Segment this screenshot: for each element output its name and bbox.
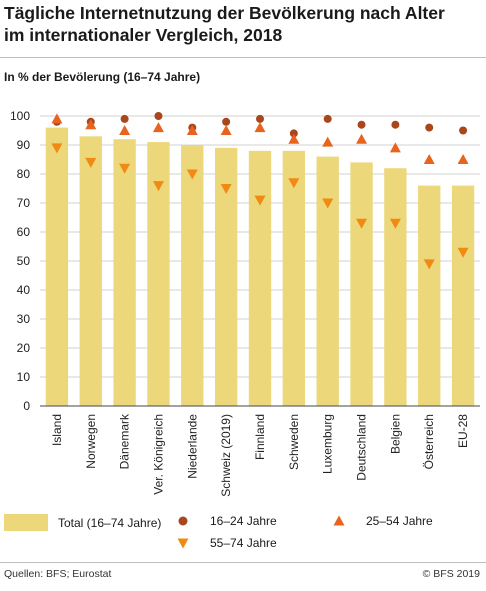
y-tick-label: 0 [23,399,30,413]
x-tick-label: Schweiz (2019) [219,414,233,497]
marker-55-74 [85,157,97,168]
legend-label-55-74: 55–74 Jahre [210,536,277,550]
chart-title-line-1: Tägliche Internetnutzung der Bevölkerung… [4,3,445,23]
marker-25-54 [288,133,300,144]
marker-25-54 [389,142,401,153]
marker-25-54 [85,119,97,130]
legend-label-16-24: 16–24 Jahre [210,514,277,528]
y-tick-label: 100 [10,109,30,123]
bar-total [248,150,272,406]
y-tick-label: 60 [17,225,31,239]
marker-55-74 [457,247,469,258]
marker-55-74 [119,163,131,174]
bar-total [147,142,170,406]
marker-16-24 [289,129,298,138]
x-tick-label: Belgien [388,414,402,454]
x-tick-label: Norwegen [84,414,98,469]
source-note: Quellen: BFS; Eurostat [4,568,112,580]
bar-total [316,156,339,406]
marker-25-54 [356,133,368,144]
y-tick-label: 70 [17,196,31,210]
chart-title: Tägliche Internetnutzung der Bevölkerung… [4,2,482,46]
footer-divider [0,562,486,563]
legend-label-25-54: 25–54 Jahre [366,514,433,528]
marker-55-74 [288,178,300,189]
x-tick-label: Island [50,414,64,446]
marker-25-54 [119,125,131,135]
marker-16-24 [222,117,231,126]
bar-total [113,139,136,406]
marker-55-74 [220,184,232,194]
marker-16-24 [154,112,163,120]
legend-label-total: Total (16–74 Jahre) [58,515,162,530]
marker-55-74 [51,143,63,154]
y-tick-label: 20 [17,341,31,355]
bar-total [282,150,306,406]
marker-16-24 [425,123,434,132]
bar-total [384,168,407,406]
marker-16-24 [256,114,264,123]
chart-subtitle: In % der Bevölerung (16–74 Jahre) [4,70,201,84]
legend-item-55-74: 55–74 Jahre [176,536,277,550]
bar-total [214,147,238,406]
legend-item-16-24: 16–24 Jahre [176,514,277,528]
x-tick-label: Finnland [253,414,267,460]
marker-25-54 [423,154,435,164]
bar-total [181,145,204,406]
marker-55-74 [423,259,435,270]
y-tick-label: 10 [17,370,31,384]
y-tick-label: 30 [17,312,31,326]
marker-55-74 [152,181,164,192]
marker-25-54 [220,125,232,135]
x-tick-label: Dänemark [118,413,132,469]
x-tick-label: Niederlande [185,414,199,479]
bar-total [45,127,69,406]
marker-16-24 [120,114,129,123]
legend-item-25-54: 25–54 Jahre [332,514,433,528]
legend-item-total: Total (16–74 Jahre) [4,514,161,531]
marker-25-54 [152,122,164,133]
marker-16-24 [391,120,400,129]
legend-swatch-total [4,514,48,531]
x-tick-label: Schweden [287,414,301,470]
x-tick-label: Österreich [422,414,436,469]
marker-25-54 [322,136,334,147]
bar-total [451,185,475,406]
legend-circle-marker-icon [178,516,188,526]
y-tick-label: 50 [17,254,31,268]
y-tick-label: 40 [17,283,31,297]
x-tick-label: Luxemburg [321,414,335,474]
marker-25-54 [186,125,198,135]
legend-triangle-up-marker-icon [333,515,345,526]
marker-16-24 [323,114,332,123]
marker-55-74 [389,218,401,229]
chart-title-line-2: im internationaler Vergleich, 2018 [4,25,283,45]
marker-55-74 [322,198,334,209]
bar-total [350,162,373,406]
y-tick-label: 80 [17,167,31,181]
bar-total [418,185,441,406]
marker-25-54 [254,122,266,133]
bar-total [79,136,102,407]
copyright-note: © BFS 2019 [422,568,480,580]
marker-16-24 [459,126,468,135]
marker-25-54 [51,113,63,124]
title-divider [0,57,486,58]
marker-25-54 [457,154,469,164]
y-tick-label: 90 [17,138,31,152]
x-tick-label: Ver. Königreich [151,414,165,495]
marker-16-24 [357,120,366,129]
x-tick-label: Deutschland [355,414,369,481]
marker-55-74 [356,218,368,229]
marker-55-74 [186,169,198,180]
marker-55-74 [254,195,266,206]
legend-triangle-down-marker-icon [177,538,189,549]
x-tick-label: EU-28 [456,414,470,448]
